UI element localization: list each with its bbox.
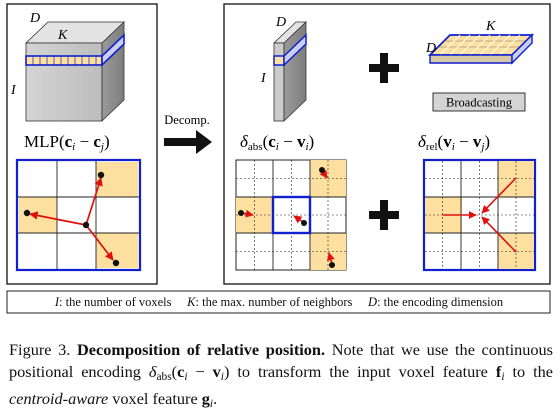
abs-formula: δabs(ci − vi)	[240, 132, 314, 153]
caption-text-4: voxel feature	[112, 389, 198, 408]
abs-feature-slab	[273, 21, 307, 122]
caption-emphasis: centroid-aware	[9, 389, 109, 408]
abs-label-i: I	[260, 71, 267, 86]
figure-3: D K I MLP(ci − cj) Decomp.	[6, 3, 551, 314]
caption-end: .	[213, 389, 218, 408]
rel-label-k: K	[485, 19, 496, 34]
caption-title: Decomposition of relative position.	[77, 340, 326, 359]
cube-label-k: K	[57, 28, 68, 43]
broadcasting-box	[432, 92, 526, 112]
plus-sign-bottom	[369, 200, 399, 230]
caption-feature-in: fi	[495, 362, 505, 383]
rel-feature-slab	[427, 33, 535, 65]
decomp-arrow	[164, 130, 212, 154]
abs-grid	[235, 159, 347, 271]
figure-caption: Figure 3. Decomposition of relative posi…	[9, 339, 553, 415]
cube-label-d: D	[29, 11, 40, 26]
mlp-label: MLP(ci − cj)	[24, 132, 110, 153]
rel-grid	[422, 158, 537, 272]
caption-figure-label: Figure 3.	[9, 340, 71, 359]
legend-item-i: I: the number of voxels	[54, 295, 172, 309]
plus-sign-top	[369, 53, 399, 83]
abs-label-d: D	[275, 15, 286, 30]
rel-label-d: D	[425, 41, 436, 56]
caption-formula: δabs(ci − vi)	[148, 362, 230, 383]
right-panel-frame	[223, 3, 551, 285]
legend-item-k: K: the max. number of neighbors	[187, 295, 353, 309]
legend-item-d: D: the encoding dimension	[368, 295, 504, 309]
broadcasting-label: Broadcasting	[446, 96, 513, 110]
rel-formula: δrel(vi − vj)	[418, 132, 490, 153]
caption-text-1: Note that we use the continuous position…	[9, 340, 554, 381]
cube-label-i: I	[10, 83, 17, 98]
neighbor-grid-left	[15, 158, 142, 272]
caption-text-3: to the	[512, 362, 553, 381]
legend: I: the number of voxels K: the max. numb…	[16, 291, 542, 313]
left-panel-frame	[6, 3, 158, 285]
legend-frame	[6, 290, 551, 314]
decomp-label: Decomp.	[164, 113, 209, 127]
feature-cube-left	[25, 21, 125, 122]
caption-feature-out: gi	[201, 389, 214, 410]
caption-text-2: to transform the input voxel feature	[237, 362, 488, 381]
